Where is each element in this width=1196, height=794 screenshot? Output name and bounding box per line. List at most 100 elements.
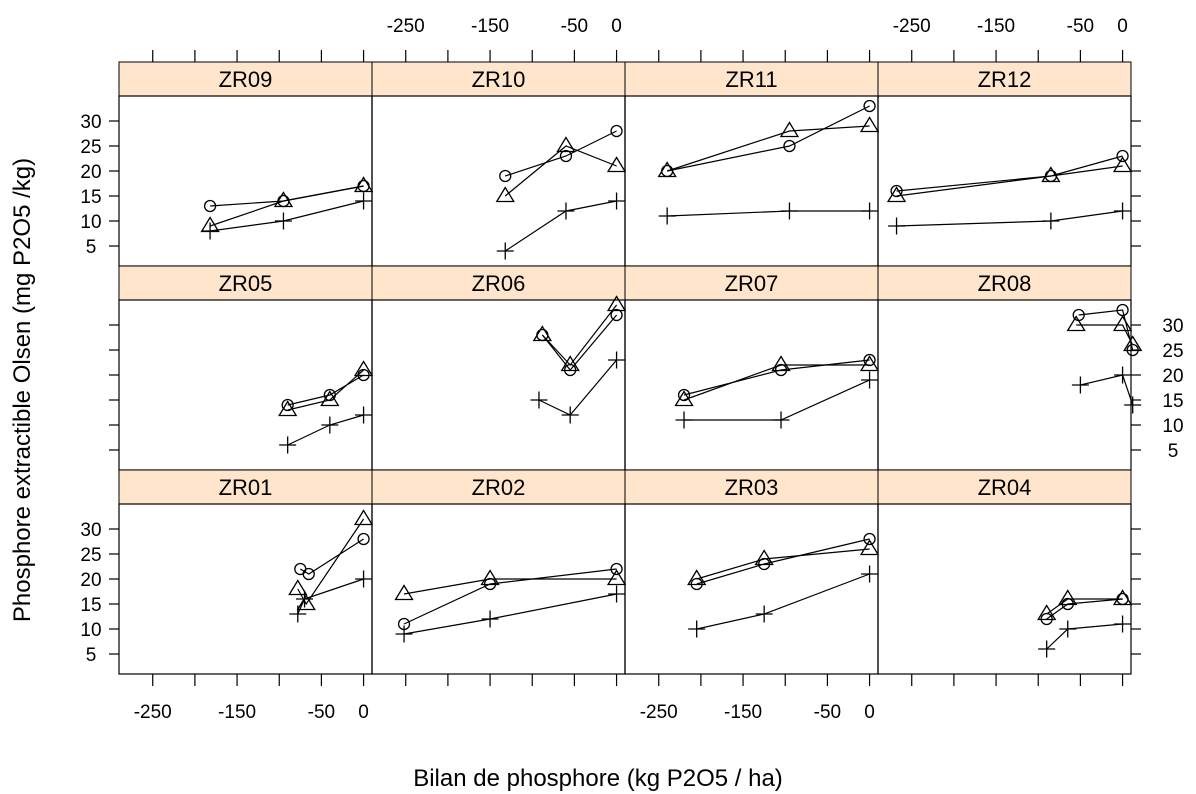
x-tick-label: 0 xyxy=(1117,16,1128,37)
circle-marker xyxy=(281,398,294,412)
circle-marker xyxy=(610,308,623,322)
circle-marker xyxy=(863,99,876,113)
series-line xyxy=(505,130,617,177)
x-tick-label: -250 xyxy=(134,702,172,723)
y-tick-label: 10 xyxy=(1162,416,1183,437)
series-line xyxy=(667,105,870,172)
x-tick-label: -250 xyxy=(893,16,931,37)
series-line xyxy=(403,593,617,635)
plus-marker xyxy=(355,192,373,210)
series-line xyxy=(1046,598,1123,615)
triangle-marker xyxy=(296,594,316,611)
triangle-series xyxy=(394,569,627,601)
triangle-series xyxy=(288,509,374,611)
plus-marker xyxy=(279,436,297,454)
triangle-series xyxy=(1037,589,1133,621)
plus-series xyxy=(658,202,879,225)
y-tick-label: 5 xyxy=(86,237,97,258)
circle-marker xyxy=(661,164,674,178)
plus-series xyxy=(530,351,626,424)
triangle-series xyxy=(674,355,880,407)
x-tick-label: -50 xyxy=(814,702,841,723)
plus-marker xyxy=(861,371,879,389)
plus-series xyxy=(1038,615,1132,658)
strip-label: ZR10 xyxy=(472,67,526,92)
panel-zr07: ZR07 xyxy=(624,265,880,471)
plus-series xyxy=(201,192,373,240)
series-line xyxy=(1046,598,1123,620)
plus-marker xyxy=(1071,376,1089,394)
plus-marker xyxy=(321,416,339,434)
circle-marker xyxy=(610,124,623,138)
plus-marker xyxy=(395,625,413,643)
triangle-marker xyxy=(859,539,880,556)
strip-zr12 xyxy=(877,61,1132,97)
x-tick-label: -50 xyxy=(308,702,335,723)
circle-marker xyxy=(863,532,876,546)
plus-marker xyxy=(1038,640,1056,658)
triangle-marker xyxy=(859,355,880,372)
plus-marker xyxy=(355,570,373,588)
plus-marker xyxy=(496,242,514,260)
panel-frame xyxy=(371,95,626,267)
strip-label: ZR02 xyxy=(472,475,526,500)
triangle-series xyxy=(886,156,1133,203)
y-tick-label: 5 xyxy=(86,645,97,666)
circle-series xyxy=(677,353,876,402)
panel-zr06: ZR06 xyxy=(371,265,627,471)
triangle-marker xyxy=(606,156,627,173)
panels-layer: ZR09 ZR10 ZR11 ZR12 ZR05 ZR06 ZR07 ZR08 ZR01 ZR02… xyxy=(118,61,1143,675)
circle-marker xyxy=(610,562,623,576)
x-tick-label: -150 xyxy=(218,702,256,723)
circle-marker xyxy=(499,169,512,183)
triangle-marker xyxy=(278,400,298,417)
series-line xyxy=(287,414,364,446)
triangle-marker xyxy=(288,579,308,596)
panel-frame xyxy=(624,503,879,675)
series-line xyxy=(403,568,617,625)
triangle-marker xyxy=(754,549,774,566)
panel-zr05: ZR05 xyxy=(118,265,374,471)
panel-frame xyxy=(371,503,626,675)
series-line xyxy=(299,538,364,575)
plus-series xyxy=(395,585,626,643)
panel-zr12: ZR12 xyxy=(877,61,1133,267)
ticks-layer: -250 -150 -50 0 -250 -150 -50 0 -250 -150 -50 0 -250… xyxy=(80,16,1183,723)
triangle-marker xyxy=(886,186,907,203)
panel-frame xyxy=(371,299,626,471)
plus-marker xyxy=(861,202,879,220)
triangle-marker xyxy=(480,569,500,586)
series-line xyxy=(209,185,364,227)
triangle-marker xyxy=(779,121,800,138)
plus-marker xyxy=(1042,212,1060,230)
plus-marker xyxy=(688,620,706,638)
series-line xyxy=(403,578,617,595)
plus-series xyxy=(675,371,879,429)
strip-zr06 xyxy=(371,265,626,301)
triangle-marker xyxy=(1112,589,1133,606)
plus-marker xyxy=(1114,615,1132,633)
triangle-marker xyxy=(687,569,707,586)
panel-frame xyxy=(624,299,879,471)
x-tick-label: -150 xyxy=(724,702,762,723)
x-tick-label: 0 xyxy=(864,702,875,723)
plus-marker xyxy=(1124,396,1142,414)
y-tick-label: 15 xyxy=(80,187,101,208)
plus-marker xyxy=(557,202,575,220)
triangle-marker xyxy=(1058,589,1078,606)
triangle-marker xyxy=(1041,166,1061,183)
series-line xyxy=(896,210,1123,227)
panel-frame xyxy=(877,503,1132,675)
series-line xyxy=(1080,374,1134,406)
plus-marker xyxy=(608,351,626,369)
y-tick-label: 25 xyxy=(80,545,101,566)
y-tick-label: 25 xyxy=(80,137,101,158)
series-line xyxy=(297,578,364,615)
triangle-marker xyxy=(606,569,627,586)
plus-marker xyxy=(780,202,798,220)
y-tick-label: 20 xyxy=(80,162,101,183)
y-tick-label: 10 xyxy=(80,620,101,641)
panel-zr04: ZR04 xyxy=(877,469,1133,675)
triangle-marker xyxy=(560,355,580,372)
